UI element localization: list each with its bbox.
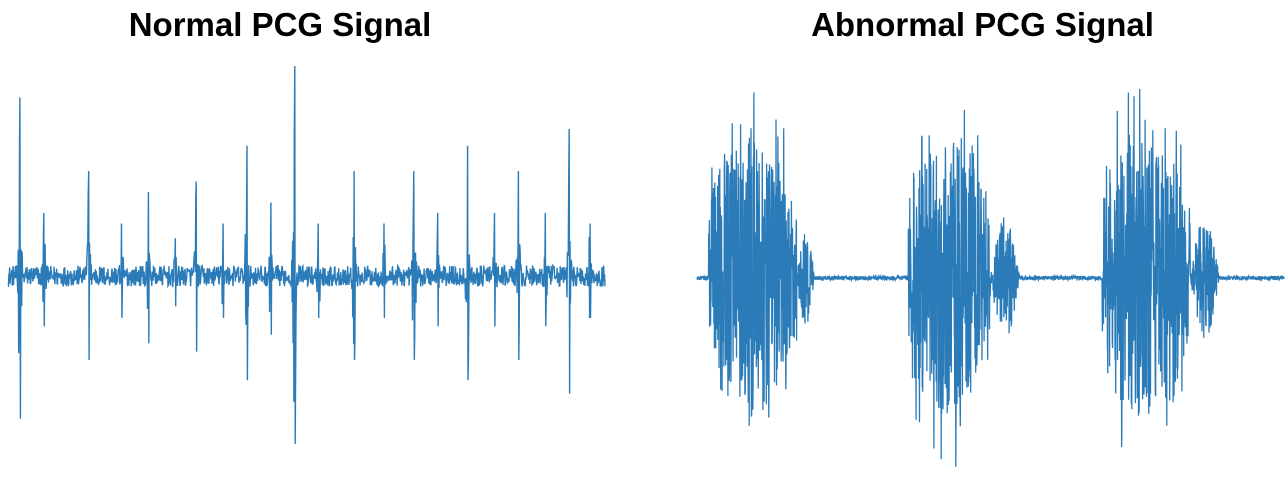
normal-pcg-title: Normal PCG Signal: [128, 6, 432, 43]
abnormal-pcg-panel: Abnormal PCG Signal: [680, 0, 1285, 487]
normal-pcg-waveform: [7, 65, 606, 445]
abnormal-pcg-waveform: [696, 89, 1285, 467]
abnormal-pcg-series-line: [696, 89, 1285, 467]
normal-pcg-panel: Normal PCG Signal: [0, 0, 620, 487]
normal-pcg-series-line: [7, 65, 606, 445]
abnormal-pcg-title: Abnormal PCG Signal: [811, 6, 1154, 43]
